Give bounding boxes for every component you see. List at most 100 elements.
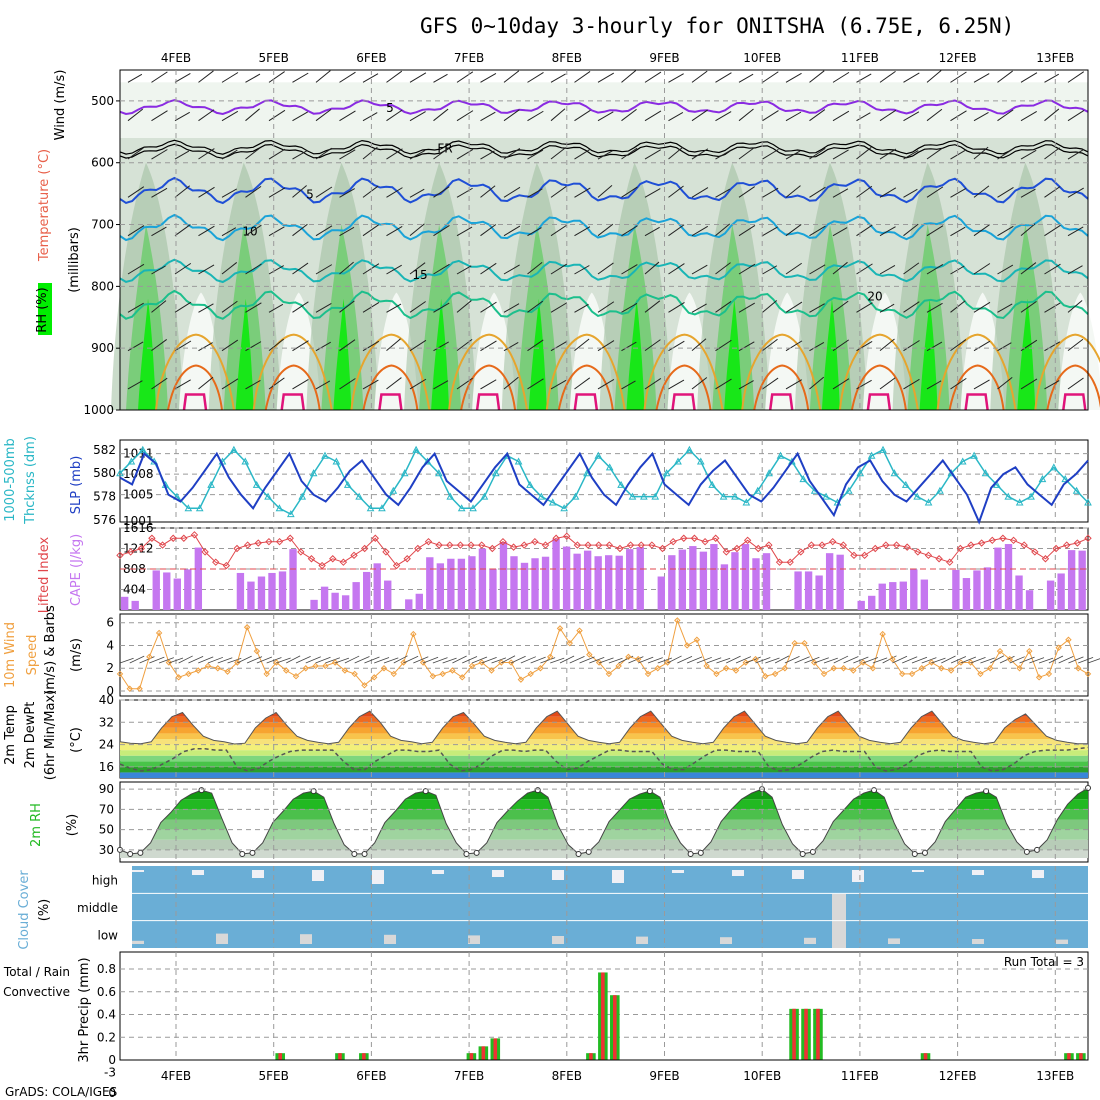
wind-speed-point (195, 667, 202, 674)
li-point (999, 534, 1007, 542)
wind-barb (433, 108, 449, 122)
wind-barb (926, 302, 943, 313)
cloud-high-gap (192, 870, 204, 875)
wind-barb (597, 340, 615, 352)
wind-barb (386, 338, 401, 352)
thickness-point (1038, 475, 1047, 483)
pressure-tick-label: 700 (91, 218, 114, 232)
wind-speed-point (400, 659, 407, 666)
wind-barb-10m (980, 657, 995, 664)
date-label-bottom: 7FEB (454, 1069, 484, 1083)
wind-barb (997, 187, 1014, 198)
wind-barb (268, 109, 286, 122)
thickness-point (605, 463, 614, 471)
wind-barb (268, 148, 286, 160)
wind-speed-point (224, 668, 231, 675)
wind-barb (362, 185, 379, 198)
wind-barb (386, 148, 403, 160)
wind-barb (762, 71, 779, 83)
isotherm-30-loop (1046, 364, 1100, 411)
wind-barb (691, 187, 709, 198)
wind-barb (856, 147, 872, 160)
wind-speed-point (146, 653, 153, 661)
cape-bar (868, 595, 876, 610)
wind-barb-10m (1009, 656, 1025, 664)
wind-barb (1020, 111, 1037, 122)
chart-title: GFS 0~10day 3-hourly for ONITSHA (6.75E,… (420, 14, 1014, 38)
isotherm-label: 10 (242, 225, 257, 239)
temp-band (120, 739, 1088, 745)
wind-barb (644, 226, 660, 237)
wind-barb (574, 109, 591, 122)
wind-barb (174, 150, 190, 160)
li-point (850, 551, 858, 560)
wind-barb (1067, 110, 1085, 122)
wind-speed-point (830, 665, 837, 672)
wind-barb (550, 108, 566, 122)
wind-barb (950, 377, 967, 390)
wind-barb (903, 340, 920, 352)
wind-barb (456, 265, 472, 275)
thickness-tick-label: 580 (93, 466, 116, 480)
pressure-axis-label: (millibars) (67, 227, 82, 293)
wind-barb (339, 149, 356, 160)
wind-barb (527, 378, 544, 390)
wind-barb (315, 108, 332, 122)
li-point (499, 537, 507, 546)
cloud-high-gap (792, 870, 804, 879)
wind-barb-10m (774, 655, 790, 664)
wind-barb-10m (814, 657, 829, 664)
precip-tick-label: 0.6 (97, 985, 116, 999)
li-point (860, 551, 869, 560)
li-point (371, 534, 380, 542)
wind-barb (1067, 265, 1083, 275)
cloud-high-label: high (92, 874, 118, 888)
thickness-point (799, 475, 808, 483)
wind-barb (832, 378, 850, 390)
thickness-point (617, 480, 625, 488)
wind-barb (315, 302, 332, 313)
cape-bar (1046, 580, 1055, 610)
rh-point (137, 849, 144, 856)
wind-barb (644, 71, 662, 83)
isotherm-30-loop (753, 364, 810, 411)
precip-tick-label: 0.4 (97, 1008, 116, 1022)
temp-tick-label: 40 (99, 693, 114, 707)
wind-barb (245, 73, 261, 83)
cape-bar (1067, 550, 1076, 610)
thickness-point (708, 480, 717, 488)
wind-barb (268, 265, 284, 275)
thickness-point (1004, 492, 1013, 500)
wind-speed-point (419, 659, 427, 666)
wind-barb (785, 111, 802, 122)
wind-barb (1044, 108, 1060, 122)
wind-speed-point (439, 670, 446, 678)
isotherm-25-loop (448, 333, 529, 411)
li-point (382, 548, 390, 556)
wind-barb (480, 185, 496, 198)
wind-speed-point (429, 672, 437, 680)
wind-barb (926, 341, 943, 352)
wind-barb (127, 147, 144, 160)
wind-barb (1020, 300, 1037, 313)
rh-band (120, 849, 1088, 858)
wind-barb (198, 148, 215, 160)
wind-barb (715, 223, 731, 237)
wind-tick-label: 6 (106, 616, 114, 630)
wind-speed-point (771, 670, 779, 678)
cape-bar (678, 549, 687, 610)
rh-point (127, 850, 134, 857)
cape-bar (436, 563, 445, 610)
isotherm-35-loop (964, 393, 989, 411)
li-point (477, 541, 486, 549)
wind-barb (621, 302, 638, 313)
wind-barb (809, 186, 826, 198)
wind-barb (668, 301, 685, 313)
wind-barb-10m (198, 656, 214, 664)
precip-convective-bar (1079, 1053, 1083, 1060)
precip-convective-bar (804, 1008, 808, 1060)
wind-barb (386, 70, 403, 83)
wind-speed-point (136, 685, 143, 692)
cape-bar (331, 592, 339, 610)
wind-barb (527, 227, 542, 237)
